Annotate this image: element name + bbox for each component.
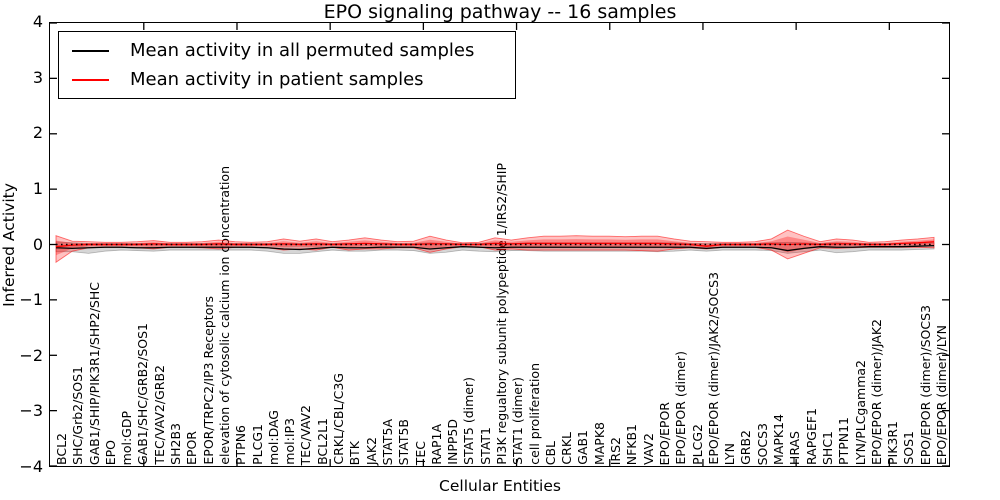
legend-item: Mean activity in patient samples bbox=[59, 65, 515, 94]
y-tick-label: −3 bbox=[19, 401, 43, 421]
y-tick-label: 2 bbox=[32, 123, 43, 143]
patient-samples-band-inner bbox=[55, 236, 935, 256]
legend-line-sample bbox=[72, 78, 109, 81]
y-tick-label: 1 bbox=[32, 178, 43, 198]
y-tick-label: 4 bbox=[32, 12, 43, 31]
legend-label: Mean activity in patient samples bbox=[130, 69, 424, 90]
y-tick-label: −2 bbox=[19, 345, 43, 365]
legend-label: Mean activity in all permuted samples bbox=[130, 40, 475, 61]
plot-area bbox=[49, 22, 950, 467]
patient-mean-line bbox=[55, 241, 935, 248]
legend-item: Mean activity in all permuted samples bbox=[59, 36, 515, 65]
y-tick-label: −4 bbox=[19, 457, 43, 476]
plot-canvas bbox=[50, 23, 949, 466]
chart-title: EPO signaling pathway -- 16 samples bbox=[323, 1, 677, 23]
permuted-mean-line bbox=[55, 244, 935, 252]
legend-line-sample bbox=[72, 49, 109, 52]
patient-samples-band bbox=[55, 229, 935, 264]
y-tick-label: 0 bbox=[32, 234, 43, 254]
legend: Mean activity in all permuted samples Mea… bbox=[58, 31, 516, 99]
y-tick-label: −1 bbox=[19, 290, 43, 310]
x-axis-label: Cellular Entities bbox=[439, 477, 561, 495]
y-tick-label: 3 bbox=[32, 67, 43, 87]
